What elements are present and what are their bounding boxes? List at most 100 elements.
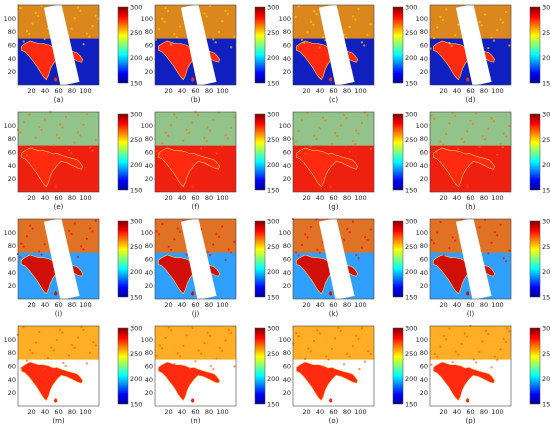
speckle [22, 326, 25, 329]
x-tick-label: 100 [491, 194, 503, 202]
speckle [194, 360, 197, 363]
y-tick-label: 20 [8, 175, 16, 183]
speckle [203, 12, 206, 15]
x-tick-label: 60 [329, 87, 337, 95]
speckle [170, 43, 173, 46]
map-frame [292, 4, 375, 86]
speckle [481, 340, 484, 343]
speckle [348, 231, 351, 234]
speckle [230, 331, 233, 335]
speckle [227, 248, 230, 251]
map-frame [292, 218, 375, 300]
speckle [442, 254, 445, 257]
colorbar-tick-label: 200 [542, 54, 550, 62]
speckle [200, 147, 203, 150]
speckle [499, 348, 502, 351]
speckle [355, 129, 358, 132]
speckle [25, 154, 29, 157]
speckle [67, 149, 71, 152]
speckle [460, 342, 463, 346]
island [190, 77, 195, 82]
speckle [94, 344, 97, 347]
map-frame [429, 111, 512, 193]
x-tick-label: 100 [79, 194, 91, 202]
speckle [358, 368, 361, 371]
speckle [309, 350, 312, 353]
speckle [34, 136, 37, 139]
colorbar-tick-label: 150 [267, 294, 279, 302]
colorbar-tick-label: 300 [405, 111, 417, 119]
speckle [451, 236, 454, 239]
x-tick-label: 80 [480, 408, 488, 416]
colorbar-tick-label: 250 [267, 243, 279, 251]
y-tick-label: 100 [279, 336, 291, 344]
speckle [215, 152, 218, 155]
x-tick-label: 100 [216, 301, 228, 309]
speckle [67, 354, 71, 357]
x-tick-label: 80 [343, 301, 351, 309]
speckle [318, 46, 321, 49]
speckle [306, 236, 309, 239]
y-tick-label: 80 [283, 349, 291, 357]
map-frame [17, 325, 100, 407]
land-mass [158, 361, 221, 402]
speckle [439, 15, 442, 18]
island [53, 184, 58, 189]
speckle [206, 250, 209, 254]
land-mass [433, 147, 496, 188]
speckle [478, 226, 481, 229]
colorbar-tick-label: 150 [267, 401, 279, 409]
colorbar-tick-label: 300 [405, 325, 417, 333]
speckle [55, 338, 58, 342]
y-tick-label: 40 [8, 376, 16, 384]
x-tick-label: 40 [453, 87, 461, 95]
x-tick-label: 100 [79, 408, 91, 416]
speckle [185, 334, 188, 337]
speckle [339, 329, 342, 332]
colorbar-tick-label: 200 [130, 161, 142, 169]
y-tick-label: 100 [141, 336, 153, 344]
speckle [436, 150, 439, 154]
panel-label: (i) [55, 310, 63, 318]
y-tick-label: 80 [283, 28, 291, 36]
speckle [297, 129, 300, 133]
speckle [367, 349, 370, 353]
speckle [490, 117, 493, 120]
speckle [439, 220, 442, 224]
speckle [457, 353, 460, 356]
speckle [155, 149, 158, 152]
x-tick-label: 40 [41, 408, 49, 416]
island [465, 398, 470, 403]
y-tick-label: 20 [8, 282, 16, 290]
speckle [502, 132, 505, 135]
speckle [357, 257, 360, 260]
speckle [34, 11, 37, 15]
speckle [82, 123, 85, 126]
y-tick-label: 100 [279, 15, 291, 23]
map-frame [17, 218, 100, 300]
x-tick-label: 40 [178, 301, 186, 309]
x-tick-label: 80 [68, 408, 76, 416]
x-tick-label: 100 [79, 301, 91, 309]
speckle [43, 242, 46, 246]
speckle [490, 36, 493, 39]
speckle [357, 337, 360, 340]
map-frame [292, 111, 375, 193]
y-tick-label: 40 [283, 55, 291, 63]
y-tick-label: 40 [283, 269, 291, 277]
colorbar-tick-label: 150 [130, 294, 142, 302]
x-tick-label: 60 [191, 87, 199, 95]
speckle [46, 357, 50, 360]
speckle [499, 223, 502, 226]
speckle [67, 229, 71, 232]
speckle [454, 350, 458, 353]
colorbar [392, 6, 404, 84]
x-tick-label: 80 [205, 408, 213, 416]
speckle [29, 224, 32, 227]
y-tick-label: 80 [420, 242, 428, 250]
speckle [88, 35, 91, 38]
x-tick-label: 80 [68, 194, 76, 202]
